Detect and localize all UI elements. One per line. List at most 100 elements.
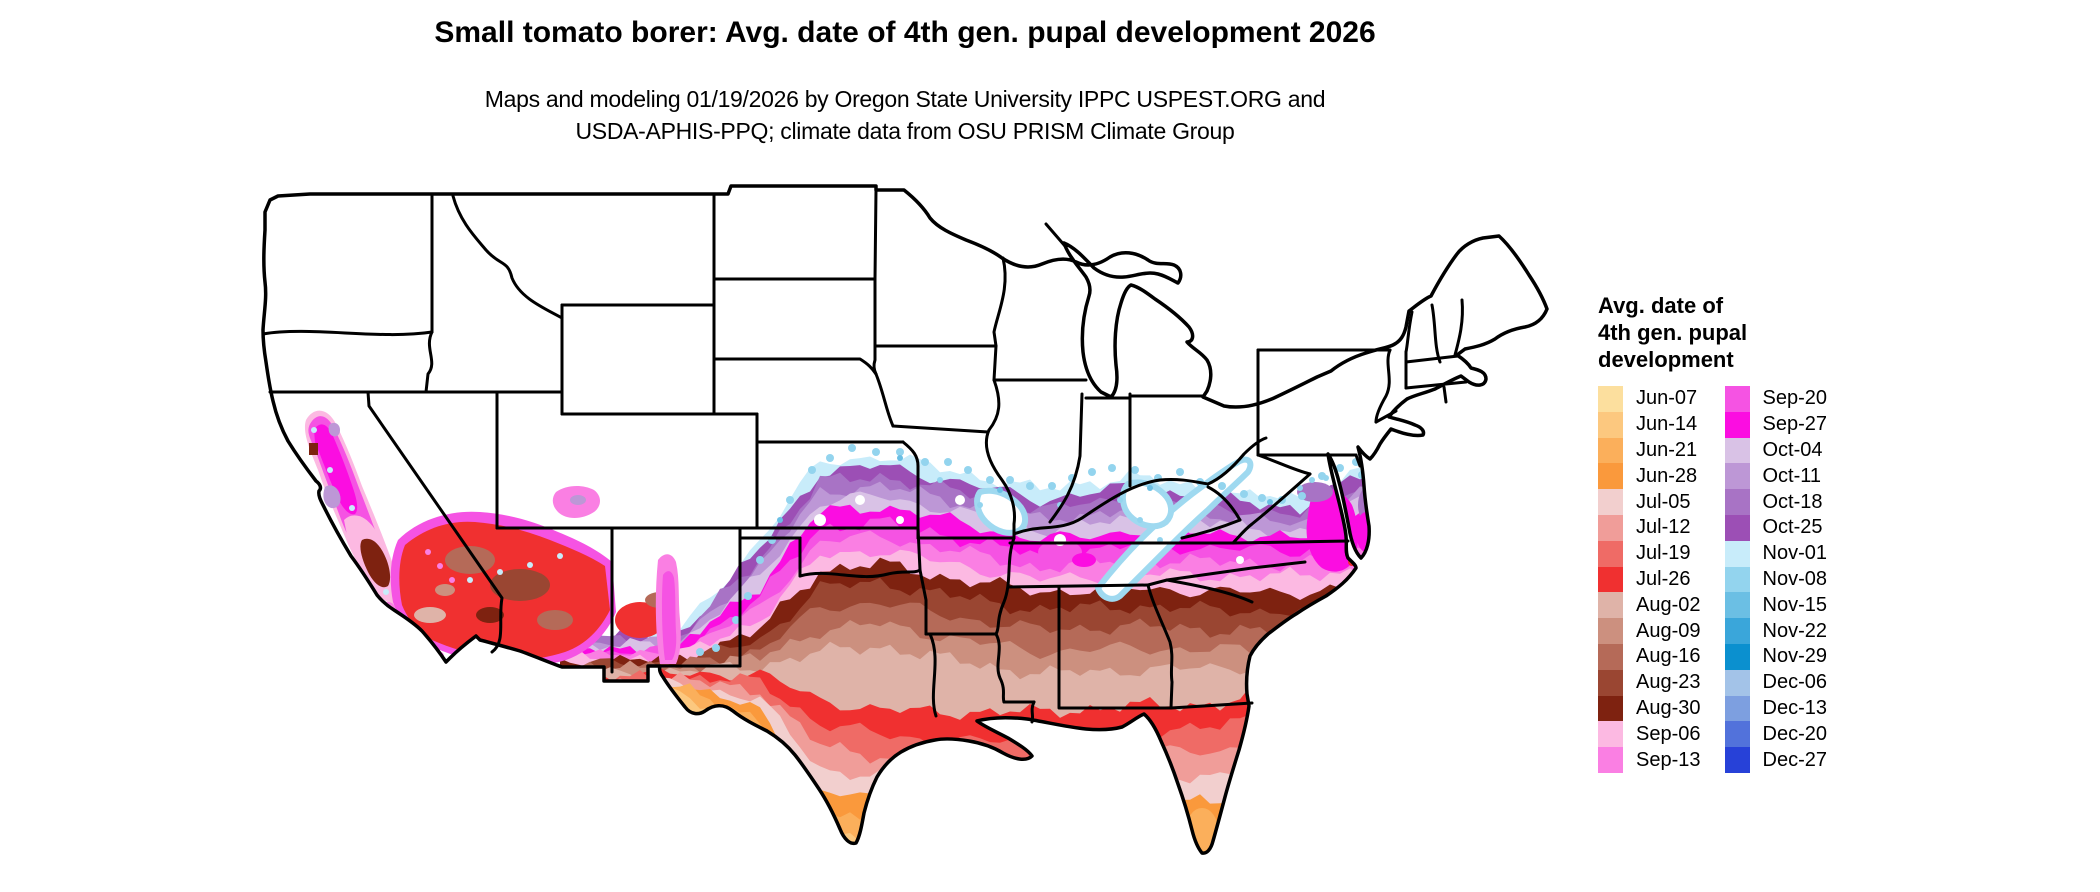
legend-item-label: Aug-30 bbox=[1636, 696, 1701, 719]
legend-swatch bbox=[1598, 386, 1623, 412]
legend: Avg. date of 4th gen. pupal development … bbox=[1598, 292, 1928, 773]
speckle bbox=[696, 648, 704, 656]
legend-title-line: Avg. date of bbox=[1598, 293, 1724, 318]
map-region-Aug-09 bbox=[435, 584, 455, 596]
legend-item: Sep-20 bbox=[1724, 386, 1827, 412]
legend-swatch bbox=[1724, 411, 1750, 438]
legend-item: Aug-16 bbox=[1598, 643, 1701, 670]
map-region-Aug-30 bbox=[360, 538, 391, 588]
legend-swatch bbox=[1598, 643, 1623, 670]
legend-item: Aug-23 bbox=[1598, 669, 1701, 696]
legend-item: Dec-06 bbox=[1724, 669, 1828, 696]
speckle bbox=[756, 556, 764, 564]
legend-item: Nov-01 bbox=[1724, 540, 1828, 567]
legend-item: Aug-09 bbox=[1598, 618, 1701, 644]
legend-item: Oct-11 bbox=[1724, 463, 1828, 490]
legend-item: Jun-28 bbox=[1598, 463, 1701, 490]
map-region-Sep-20 bbox=[661, 571, 677, 660]
mountain-no-development-holes bbox=[974, 456, 1254, 602]
legend-item-label: Dec-20 bbox=[1762, 722, 1827, 745]
legend-item: Jun-07 bbox=[1598, 386, 1701, 412]
legend-item: Jul-19 bbox=[1598, 540, 1701, 567]
legend-swatch bbox=[1724, 514, 1750, 541]
legend-item: Jun-14 bbox=[1598, 411, 1701, 438]
legend-column-2: Sep-20 Sep-27 Oct-04 Oct-11 Oct-18 Oct-25 Nov-… bbox=[1724, 386, 1828, 773]
legend-swatch bbox=[1598, 514, 1623, 541]
map-region-Aug-16 bbox=[537, 610, 573, 630]
map-region-Oct-11 bbox=[328, 422, 340, 437]
speckle bbox=[977, 502, 983, 508]
map-region-Sep-20 bbox=[1038, 540, 1082, 564]
map-region-Aug-02 bbox=[414, 607, 446, 623]
map-region-Jun-14 bbox=[1165, 865, 1171, 871]
speckle bbox=[425, 549, 431, 555]
map-region-Aug-23 bbox=[490, 569, 550, 601]
legend-item: Aug-30 bbox=[1598, 695, 1701, 722]
speckle bbox=[1309, 477, 1315, 483]
speckle bbox=[1088, 468, 1096, 476]
speckle bbox=[383, 589, 389, 595]
legend-item: Oct-25 bbox=[1724, 514, 1828, 541]
legend-item: Jul-05 bbox=[1598, 489, 1701, 515]
legend-item-label: Nov-15 bbox=[1762, 593, 1827, 616]
speckle bbox=[786, 496, 794, 504]
speckle bbox=[467, 577, 473, 583]
speckle bbox=[896, 448, 904, 456]
map-region-Sep-13 bbox=[413, 639, 427, 651]
speckle bbox=[1108, 464, 1116, 472]
white-hole-speckle bbox=[955, 495, 965, 505]
white-hole-speckle bbox=[814, 514, 826, 526]
map-region-Jun-14 bbox=[1179, 863, 1185, 869]
speckle bbox=[944, 458, 952, 466]
map-region-Jun-07 bbox=[1173, 867, 1177, 871]
speckle bbox=[777, 517, 783, 523]
legend-item-label: Nov-29 bbox=[1762, 645, 1827, 668]
legend-item-label: Jun-14 bbox=[1636, 413, 1698, 436]
speckle bbox=[527, 562, 533, 568]
white-hole-speckle bbox=[896, 516, 904, 524]
legend-swatch bbox=[1724, 489, 1750, 515]
legend-title-line: 4th gen. pupal bbox=[1598, 320, 1748, 345]
legend-item: Aug-02 bbox=[1598, 592, 1701, 619]
legend-item-label: Sep-27 bbox=[1762, 413, 1828, 436]
legend-title-line: development bbox=[1598, 347, 1734, 372]
speckle bbox=[826, 454, 834, 462]
legend-grid: Jun-07 Jun-14 Jun-21 Jun-28 Jul-05 Jul-12 Jul-… bbox=[1598, 386, 1928, 773]
map-region-Sep-27 bbox=[1072, 553, 1096, 567]
legend-swatch bbox=[1724, 721, 1750, 748]
speckle bbox=[1048, 482, 1056, 490]
speckle bbox=[744, 592, 752, 600]
legend-item: Nov-22 bbox=[1724, 618, 1828, 644]
legend-swatch bbox=[1724, 643, 1750, 670]
legend-swatch bbox=[1598, 437, 1623, 464]
speckle bbox=[1267, 499, 1273, 505]
map-region-Oct-11 bbox=[570, 495, 586, 505]
legend-swatch bbox=[1724, 592, 1750, 619]
map-region-Aug-16 bbox=[445, 546, 495, 574]
white-hole-speckle bbox=[1236, 556, 1244, 564]
legend-swatch bbox=[1598, 695, 1623, 722]
speckle bbox=[349, 505, 355, 511]
speckle bbox=[937, 477, 943, 483]
legend-item-label: Jul-12 bbox=[1636, 516, 1691, 539]
legend-swatch bbox=[1724, 669, 1750, 696]
legend-swatch bbox=[1598, 411, 1623, 438]
map-region-Aug-30 bbox=[309, 443, 318, 455]
legend-swatch bbox=[1598, 747, 1623, 773]
legend-item-label: Dec-13 bbox=[1762, 696, 1827, 719]
legend-item-label: Nov-08 bbox=[1762, 567, 1827, 590]
legend-item: Nov-29 bbox=[1724, 643, 1828, 670]
white-hole-speckle bbox=[855, 495, 865, 505]
legend-swatch bbox=[1724, 566, 1750, 593]
legend-item-label: Dec-06 bbox=[1762, 671, 1827, 694]
speckle bbox=[848, 444, 856, 452]
speckle bbox=[872, 448, 880, 456]
legend-item-label: Aug-09 bbox=[1636, 619, 1701, 642]
legend-item-label: Jun-07 bbox=[1636, 387, 1698, 410]
speckle bbox=[964, 466, 972, 474]
legend-swatch bbox=[1724, 747, 1750, 773]
legend-swatch bbox=[1598, 618, 1623, 644]
legend-item: Sep-06 bbox=[1598, 721, 1701, 748]
